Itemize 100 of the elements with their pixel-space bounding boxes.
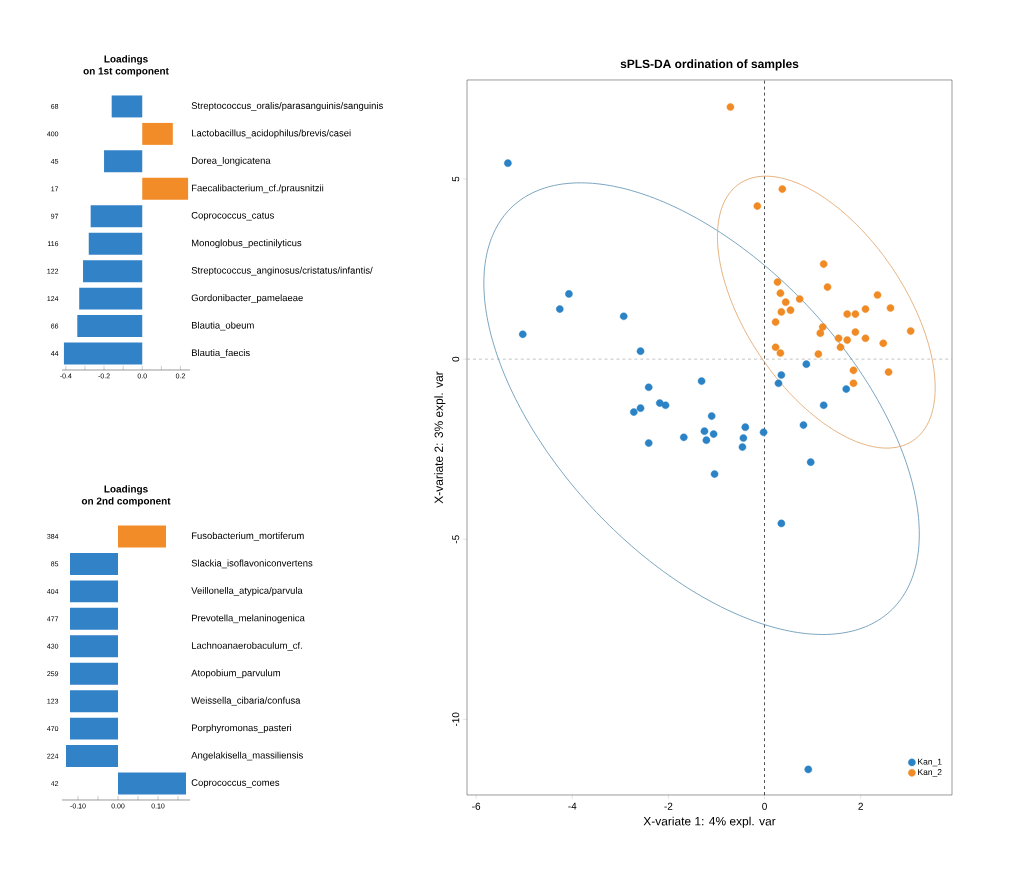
point xyxy=(700,427,709,435)
bar xyxy=(77,315,143,338)
bar xyxy=(70,580,119,603)
y-tick-label: -5 xyxy=(452,535,460,544)
point xyxy=(661,401,670,410)
x-tick-label: -6 xyxy=(472,802,481,810)
point xyxy=(843,336,852,344)
point xyxy=(906,327,915,335)
point xyxy=(842,385,851,393)
text: Blautia_faecis xyxy=(191,349,250,358)
text: Streptococcus_oralis/parasanguinis/sanguinis xyxy=(191,102,383,111)
point xyxy=(565,290,573,298)
y-tick-label: 5 xyxy=(452,176,460,182)
text: Angelakisella_massiliensis xyxy=(191,751,303,761)
chart-title: sPLS-DA ordination of samples xyxy=(620,59,799,71)
point xyxy=(879,339,888,348)
point xyxy=(709,430,718,438)
point xyxy=(843,310,852,318)
point xyxy=(710,470,719,478)
point xyxy=(795,295,804,303)
text: Faecalibacterium_cf./prausnitzii xyxy=(191,184,324,194)
point xyxy=(873,291,882,299)
text: Veillonella_atypica/parvula xyxy=(191,586,303,596)
point xyxy=(707,412,716,420)
y-axis-title: X-variate 2: 3% expl. var xyxy=(434,371,446,504)
point xyxy=(504,159,512,167)
point xyxy=(819,401,828,410)
y-tick-label: 0 xyxy=(452,356,460,362)
point xyxy=(823,283,832,291)
point xyxy=(806,458,815,466)
text: Prevotella_melaninogenica xyxy=(191,614,305,624)
x-tick-label: 0 xyxy=(762,802,767,810)
point xyxy=(802,360,811,368)
point xyxy=(774,379,783,388)
point xyxy=(861,334,870,343)
point xyxy=(818,323,827,331)
text: Gordonibacter_pamelaeae xyxy=(191,294,303,304)
bar xyxy=(70,717,119,740)
bar xyxy=(142,177,189,200)
chart-title: Loadings xyxy=(104,55,148,65)
text: Lactobacillus_acidophilus/brevis/casei xyxy=(191,129,351,139)
point xyxy=(778,185,787,193)
point xyxy=(726,103,735,111)
point xyxy=(849,379,858,388)
point xyxy=(861,305,870,313)
bar xyxy=(66,745,119,768)
point xyxy=(619,312,628,321)
text: Weissella_cibaria/confusa xyxy=(191,696,301,706)
point xyxy=(739,434,748,442)
bar xyxy=(70,607,119,630)
x-tick-label: 2 xyxy=(858,802,863,810)
point xyxy=(776,289,785,298)
legend-label: Kan_1 xyxy=(918,758,942,767)
point xyxy=(851,328,860,336)
bar xyxy=(79,287,143,310)
bar xyxy=(90,205,143,228)
bar xyxy=(104,150,143,173)
point xyxy=(804,765,813,774)
point xyxy=(781,298,790,307)
point xyxy=(738,443,747,451)
bar xyxy=(118,772,187,795)
point xyxy=(771,318,780,326)
point xyxy=(773,278,782,286)
point xyxy=(630,408,638,416)
bar xyxy=(70,635,119,658)
point xyxy=(644,439,653,447)
point xyxy=(849,366,858,375)
point xyxy=(836,343,845,352)
point xyxy=(777,519,786,528)
point xyxy=(886,304,895,312)
point xyxy=(636,347,645,356)
text: Dorea_longicatena xyxy=(191,156,271,166)
point xyxy=(771,343,780,352)
point xyxy=(636,404,645,412)
point xyxy=(759,428,768,437)
point xyxy=(555,305,564,313)
point xyxy=(741,423,750,432)
text: Atopobium_parvulum xyxy=(191,669,281,679)
point xyxy=(884,368,893,376)
text: Monoglobus_pectinilyticus xyxy=(191,239,302,249)
text: Blautia_obeum xyxy=(191,321,254,331)
point xyxy=(819,260,828,268)
point xyxy=(777,308,786,316)
text: Coprococcus_comes xyxy=(191,779,280,788)
x-tick-label: -4 xyxy=(568,802,577,810)
point xyxy=(679,433,688,442)
point xyxy=(786,306,795,314)
text: Fusobacterium_mortiferum xyxy=(191,532,304,541)
x-tick-label: -2 xyxy=(664,802,673,810)
text: Streptococcus_anginosus/cristatus/infantis/ xyxy=(191,266,373,276)
bar xyxy=(88,232,143,255)
text: Porphyromonas_pasteri xyxy=(191,724,292,734)
x-axis-title: X-variate 1: 4% expl. var xyxy=(643,816,776,828)
legend-label: Kan_2 xyxy=(918,769,942,777)
point xyxy=(816,329,825,337)
text: Coprococcus_catus xyxy=(191,211,274,221)
point xyxy=(777,371,786,379)
point xyxy=(799,421,808,429)
point xyxy=(851,310,860,318)
bar xyxy=(70,690,119,713)
